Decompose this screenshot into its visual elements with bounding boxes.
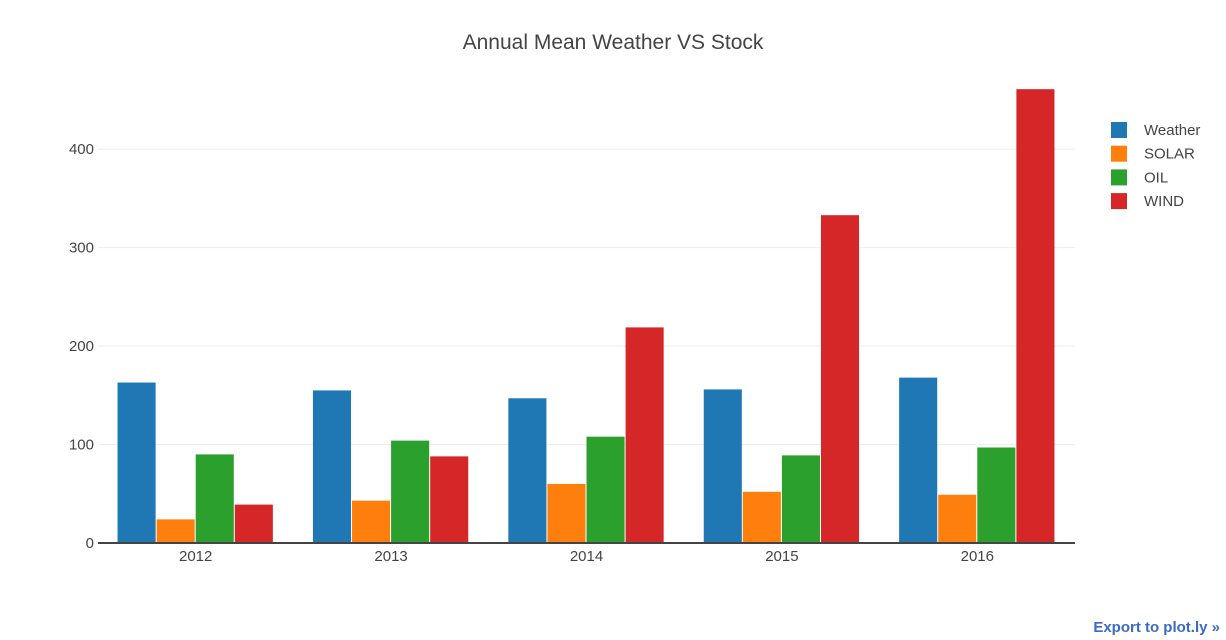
export-to-plotly-link[interactable]: Export to plot.ly » — [1093, 619, 1220, 636]
bar-weather-2012[interactable] — [117, 382, 156, 543]
bar-wind-2013[interactable] — [430, 456, 469, 543]
bar-oil-2015[interactable] — [781, 455, 820, 543]
legend-swatch — [1111, 122, 1127, 138]
bar-wind-2015[interactable] — [820, 215, 860, 543]
legend-swatch — [1111, 169, 1127, 186]
legend-swatch — [1111, 145, 1127, 162]
bar-oil-2014[interactable] — [586, 436, 625, 543]
legend-label: Weather — [1144, 122, 1200, 139]
bar-solar-2014[interactable] — [547, 483, 586, 543]
legend-item-weather[interactable]: Weather — [1111, 122, 1200, 139]
y-tick-label: 200 — [69, 338, 94, 355]
bar-oil-2012[interactable] — [195, 454, 234, 543]
y-tick-label: 0 — [86, 535, 94, 552]
x-tick-label: 2014 — [570, 548, 603, 565]
bar-weather-2015[interactable] — [703, 389, 742, 543]
legend-label: WIND — [1144, 193, 1184, 210]
bar-solar-2012[interactable] — [156, 519, 195, 543]
legend-item-wind[interactable]: WIND — [1111, 193, 1184, 210]
bar-oil-2013[interactable] — [391, 440, 430, 543]
bar-weather-2014[interactable] — [508, 398, 547, 543]
x-tick-label: 2015 — [765, 548, 798, 565]
bar-solar-2016[interactable] — [938, 494, 977, 543]
bar-wind-2012[interactable] — [234, 504, 273, 543]
bar-solar-2015[interactable] — [742, 491, 781, 543]
x-tick-label: 2012 — [179, 548, 212, 565]
bar-weather-2013[interactable] — [312, 390, 352, 543]
bar-solar-2013[interactable] — [352, 500, 391, 543]
x-tick-label: 2016 — [961, 548, 994, 565]
bars[interactable] — [117, 89, 1055, 543]
bar-weather-2016[interactable] — [899, 377, 938, 543]
legend-label: OIL — [1144, 169, 1168, 186]
x-tick-label: 2013 — [374, 548, 407, 565]
x-axis-ticks: 2012 2013 2014 2015 2016 — [179, 548, 994, 565]
legend-item-oil[interactable]: OIL — [1111, 169, 1168, 186]
y-tick-label: 100 — [69, 437, 94, 454]
legend-label: SOLAR — [1144, 146, 1195, 163]
bar-wind-2014[interactable] — [625, 327, 664, 543]
chart-title: Annual Mean Weather VS Stock — [463, 31, 764, 54]
y-axis-ticks: 0 100 200 300 400 — [69, 141, 94, 552]
bar-wind-2016[interactable] — [1016, 89, 1055, 543]
legend[interactable]: Weather SOLAR OIL WIND — [1111, 122, 1200, 210]
y-tick-label: 400 — [69, 141, 94, 158]
legend-swatch — [1111, 193, 1127, 210]
bar-oil-2016[interactable] — [977, 447, 1016, 543]
legend-item-solar[interactable]: SOLAR — [1111, 145, 1195, 163]
y-tick-label: 300 — [69, 240, 94, 257]
